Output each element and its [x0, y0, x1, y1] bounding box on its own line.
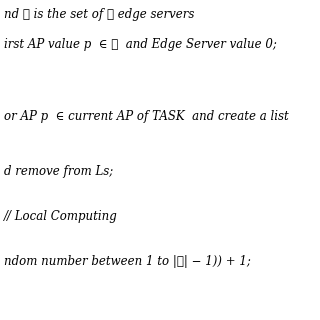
Text: // Local Computing: // Local Computing	[4, 210, 118, 223]
Text: d remove from Ls;: d remove from Ls;	[4, 165, 113, 178]
Text: irst AP value p  ∈ 𝒫  and Edge Server value 0;: irst AP value p ∈ 𝒫 and Edge Server valu…	[4, 38, 277, 51]
Text: nd 𝒞 is the set of 𝒞 edge servers: nd 𝒞 is the set of 𝒞 edge servers	[4, 8, 194, 21]
Text: or AP p  ∈ current AP of TASK  and create a list: or AP p ∈ current AP of TASK and create …	[4, 110, 289, 123]
Text: ndom number between 1 to |𝒞| − 1)) + 1;: ndom number between 1 to |𝒞| − 1)) + 1;	[4, 255, 251, 268]
